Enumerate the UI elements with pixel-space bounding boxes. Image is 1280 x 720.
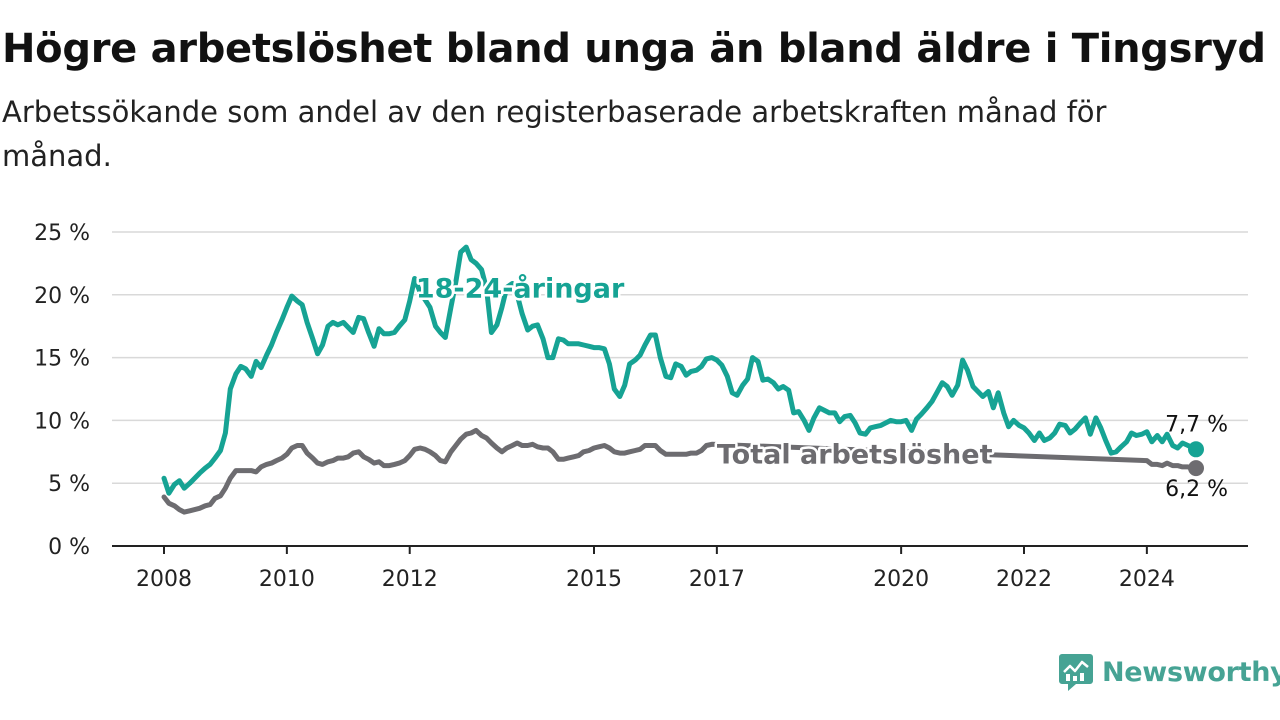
x-tick-label: 2012 [382,567,438,592]
series-line-total-end-label: 6,2 % [1165,477,1228,502]
x-tick-label: 2015 [566,567,622,592]
x-axis-tick-labels: 2008 2010 2012 2015 2017 2020 2022 2024 [136,567,1175,592]
series-labels: 7,7 % 18-24-åringar 6,2 % Total arbetslöshe… [413,270,1228,502]
brand-logo: Newsworthy [1058,652,1280,692]
x-tick-label: 2022 [996,567,1052,592]
y-tick-label: 10 % [34,409,90,434]
x-axis [112,545,1248,554]
newsworthy-logo-icon [1059,654,1093,691]
series-line-youth-end-point [1188,441,1204,458]
series-line-youth [161,244,1199,496]
series-line-total-end-point [1188,460,1204,477]
page-subtitle: Arbetssökande som andel av den registerb… [2,95,1107,173]
x-tick-label: 2024 [1119,567,1175,592]
y-axis-tick-labels: 0 % 5 % 10 % 15 % 20 % 25 % [34,221,90,560]
y-tick-label: 20 % [34,284,90,309]
x-tick-label: 2008 [136,567,192,592]
page-title: Högre arbetslöshet bland unga än bland ä… [2,26,1266,72]
series-label-youth: 18-24-åringar [416,273,625,305]
y-tick-label: 5 % [48,472,90,497]
brand-name: Newsworthy [1102,656,1280,688]
series-lines [161,244,1204,515]
y-tick-label: 0 % [48,535,90,560]
series-label-total: Total arbetslöshet [717,439,993,470]
series-line-total [161,427,1199,515]
grid-lines [112,231,1248,484]
x-tick-label: 2017 [689,567,745,592]
y-tick-label: 15 % [34,347,90,372]
x-tick-label: 2020 [873,567,929,592]
series-line-youth-end-label: 7,7 % [1165,412,1228,437]
y-tick-label: 25 % [34,221,90,246]
x-tick-label: 2010 [259,567,315,592]
